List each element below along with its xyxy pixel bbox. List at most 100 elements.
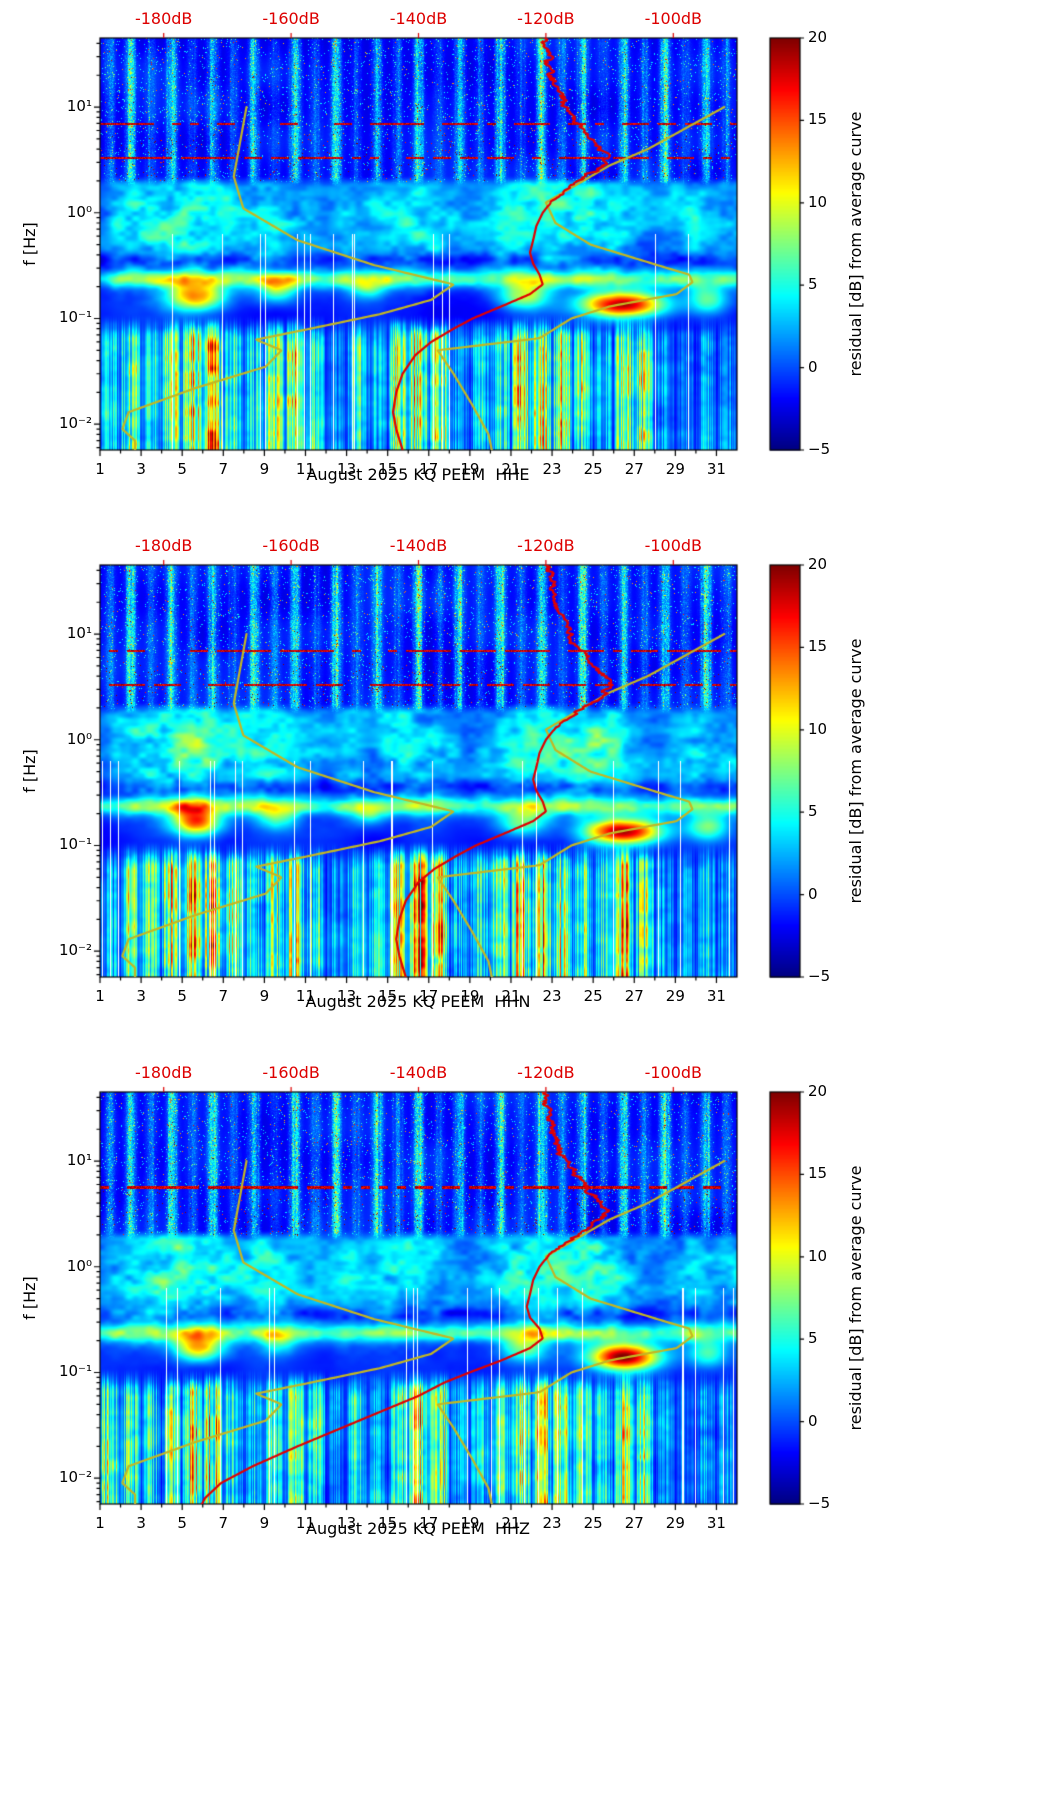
- spectrogram-panel-hhn: f [Hz] residual [dB] from average curve …: [0, 527, 1052, 1054]
- x-tick-label: 19: [460, 987, 480, 1005]
- colorbar-tick-label: 20: [808, 28, 828, 46]
- colorbar-tick-label: 5: [808, 275, 818, 294]
- x-tick-label: 9: [259, 987, 270, 1005]
- x-tick-label: 7: [218, 460, 229, 478]
- top-axis-tick-label: -160dB: [262, 9, 320, 28]
- x-tick-label: 13: [337, 987, 357, 1005]
- spectrogram-canvas-hhe: [0, 0, 1052, 527]
- colorbar-tick-label: 15: [808, 637, 828, 656]
- x-tick-label: 3: [136, 987, 146, 1005]
- colorbar-label: residual [dB] from average curve: [846, 638, 865, 904]
- top-axis-tick-label: -180dB: [134, 1063, 193, 1082]
- x-tick-label: 11: [295, 460, 316, 478]
- top-axis-tick-label: -120dB: [517, 536, 575, 555]
- top-axis-tick-label: -120dB: [517, 9, 575, 28]
- colorbar-tick-label: 15: [808, 110, 828, 129]
- colorbar-tick-label: 5: [808, 802, 818, 821]
- colorbar-tick-label: 0: [808, 357, 818, 376]
- x-tick-label: 23: [542, 460, 562, 478]
- x-tick-label: 15: [378, 987, 398, 1005]
- y-tick-label: 10⁰: [66, 729, 92, 748]
- colorbar-tick-label: 20: [808, 555, 828, 573]
- colorbar-tick-label: −5: [808, 440, 831, 458]
- x-tick-label: 29: [665, 987, 685, 1005]
- top-axis-tick-label: -100dB: [644, 1063, 703, 1082]
- x-tick-label: 5: [177, 460, 187, 478]
- y-axis-label: f [Hz]: [20, 222, 39, 266]
- colorbar-tick-label: 20: [808, 1082, 828, 1100]
- x-tick-label: 9: [259, 460, 270, 478]
- x-tick-label: 21: [501, 460, 521, 478]
- top-axis-tick-label: -100dB: [644, 536, 703, 555]
- y-tick-label: 10⁻¹: [58, 1362, 92, 1381]
- y-tick-label: 10⁻²: [58, 941, 92, 960]
- x-tick-label: 31: [706, 460, 726, 478]
- x-axis-label: August 2025 KQ PEEM HHZ: [306, 1519, 530, 1538]
- x-tick-label: 1: [95, 460, 105, 478]
- colorbar-tick-label: 15: [808, 1164, 828, 1183]
- x-tick-label: 5: [177, 1514, 187, 1532]
- y-tick-label: 10¹: [66, 1151, 92, 1170]
- top-axis-tick-label: -180dB: [134, 536, 193, 555]
- x-axis-label: August 2025 KQ PEEM HHE: [306, 465, 530, 484]
- colorbar-tick-label: −5: [808, 967, 831, 985]
- top-axis-tick-label: -160dB: [262, 1063, 320, 1082]
- colorbar-tick-label: 0: [808, 884, 818, 903]
- y-tick-label: 10⁰: [66, 202, 92, 221]
- x-tick-label: 11: [295, 987, 316, 1005]
- x-tick-label: 27: [624, 1514, 644, 1532]
- top-axis-tick-label: -180dB: [134, 9, 193, 28]
- x-tick-label: 9: [259, 1514, 270, 1532]
- x-tick-label: 29: [665, 460, 685, 478]
- x-tick-label: 29: [665, 1514, 685, 1532]
- y-axis-label: f [Hz]: [20, 1276, 39, 1320]
- spectrogram-panel-hhe: f [Hz] residual [dB] from average curve …: [0, 0, 1052, 527]
- colorbar-tick-label: 10: [808, 719, 828, 738]
- x-tick-label: 27: [624, 987, 644, 1005]
- x-tick-label: 25: [583, 460, 603, 478]
- x-tick-label: 23: [542, 1514, 562, 1532]
- x-tick-label: 3: [136, 1514, 146, 1532]
- y-tick-label: 10⁻²: [58, 1468, 92, 1487]
- x-tick-label: 7: [218, 1514, 229, 1532]
- top-axis-tick-label: -160dB: [262, 536, 320, 555]
- y-tick-label: 10⁰: [66, 1256, 92, 1275]
- x-tick-label: 1: [95, 1514, 105, 1532]
- x-tick-label: 23: [542, 987, 562, 1005]
- x-tick-label: 25: [583, 1514, 603, 1532]
- x-axis-label: August 2025 KQ PEEM HHN: [305, 992, 531, 1011]
- top-axis-tick-label: -140dB: [389, 1063, 448, 1082]
- colorbar-tick-label: −5: [808, 1494, 831, 1512]
- x-tick-label: 13: [337, 460, 357, 478]
- spectrogram-canvas-hhz: [0, 1054, 1052, 1581]
- x-tick-label: 19: [460, 460, 480, 478]
- top-axis-tick-label: -140dB: [389, 9, 448, 28]
- x-tick-label: 13: [337, 1514, 357, 1532]
- colorbar-label: residual [dB] from average curve: [846, 1165, 865, 1431]
- x-tick-label: 7: [218, 987, 229, 1005]
- x-tick-label: 31: [706, 1514, 726, 1532]
- y-tick-label: 10¹: [66, 97, 92, 116]
- top-axis-tick-label: -140dB: [389, 536, 448, 555]
- y-tick-label: 10⁻¹: [58, 308, 92, 327]
- x-tick-label: 25: [583, 987, 603, 1005]
- colorbar-tick-label: 5: [808, 1329, 818, 1348]
- spectrogram-canvas-hhn: [0, 527, 1052, 1054]
- top-axis-tick-label: -120dB: [517, 1063, 575, 1082]
- x-tick-label: 31: [706, 987, 726, 1005]
- colorbar-tick-label: 10: [808, 1246, 828, 1265]
- colorbar-label: residual [dB] from average curve: [846, 111, 865, 377]
- colorbar-tick-label: 0: [808, 1411, 818, 1430]
- x-tick-label: 5: [177, 987, 187, 1005]
- x-tick-label: 3: [136, 460, 146, 478]
- top-axis-tick-label: -100dB: [644, 9, 703, 28]
- y-axis-label: f [Hz]: [20, 749, 39, 793]
- x-tick-label: 15: [378, 1514, 398, 1532]
- y-tick-label: 10⁻²: [58, 414, 92, 433]
- x-tick-label: 17: [419, 1514, 439, 1532]
- x-tick-label: 15: [378, 460, 398, 478]
- x-tick-label: 1: [95, 987, 105, 1005]
- x-tick-label: 21: [501, 1514, 521, 1532]
- x-tick-label: 19: [460, 1514, 480, 1532]
